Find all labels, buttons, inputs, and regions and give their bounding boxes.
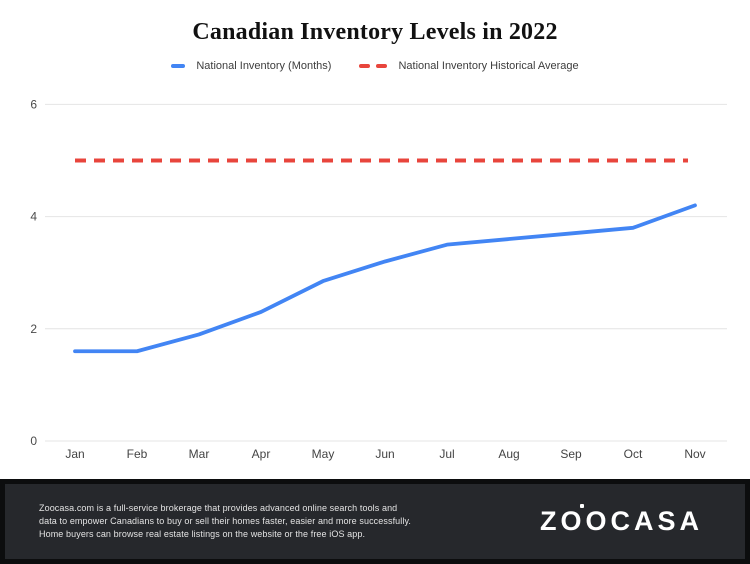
logo-text-left: ZO — [539, 506, 586, 536]
x-tick-label: Jan — [65, 447, 84, 461]
zoocasa-logo: ZO O CASA — [539, 504, 703, 537]
x-tick-label: Mar — [189, 447, 210, 461]
logo-text-right: CASA — [610, 506, 703, 536]
footer-description: Zoocasa.com is a full-service brokerage … — [39, 503, 412, 539]
dashed-line-marker-icon — [359, 64, 388, 68]
x-tick-label: Jul — [439, 447, 454, 461]
red-dash-icon — [359, 64, 371, 68]
x-tick-label: Apr — [252, 447, 271, 461]
x-tick-label: May — [312, 447, 335, 461]
legend-label: National Inventory (Months) — [196, 60, 332, 72]
legend-label: National Inventory Historical Average — [398, 60, 579, 72]
y-tick-label: 6 — [30, 97, 37, 111]
blue-dash-icon — [171, 64, 186, 68]
chart-title: Canadian Inventory Levels in 2022 — [192, 19, 558, 45]
y-tick-label: 4 — [30, 210, 37, 224]
footer: Zoocasa.com is a full-service brokerage … — [0, 479, 750, 564]
x-tick-label: Aug — [498, 447, 519, 461]
chart-legend: National Inventory (Months) National Inv… — [0, 60, 750, 72]
x-tick-label: Sep — [560, 447, 582, 461]
legend-item-historical-average: National Inventory Historical Average — [359, 60, 579, 72]
x-tick-label: Feb — [127, 447, 148, 461]
red-dash-icon — [376, 64, 388, 68]
x-tick-label: Nov — [684, 447, 705, 461]
legend-item-national-inventory: National Inventory (Months) — [171, 60, 331, 72]
logo-dot-icon — [580, 504, 585, 508]
line-chart: 0 2 4 6 Jan Feb Mar Apr May Jun Jul Aug Sep Oct Nov — [30, 97, 727, 461]
solid-line-marker-icon — [171, 64, 186, 68]
inventory-line — [73, 203, 697, 354]
logo-o-with-dot: O — [580, 504, 611, 537]
chart-area: 0 2 4 6 Jan Feb Mar Apr May Jun Jul Aug Sep Oct Nov — [0, 95, 750, 470]
x-tick-label: Jun — [375, 447, 394, 461]
x-tick-label: Oct — [624, 447, 643, 461]
footer-panel: Zoocasa.com is a full-service brokerage … — [5, 484, 745, 559]
logo-text-o: O — [585, 506, 611, 536]
y-tick-label: 2 — [30, 322, 37, 336]
y-tick-label: 0 — [30, 434, 37, 448]
